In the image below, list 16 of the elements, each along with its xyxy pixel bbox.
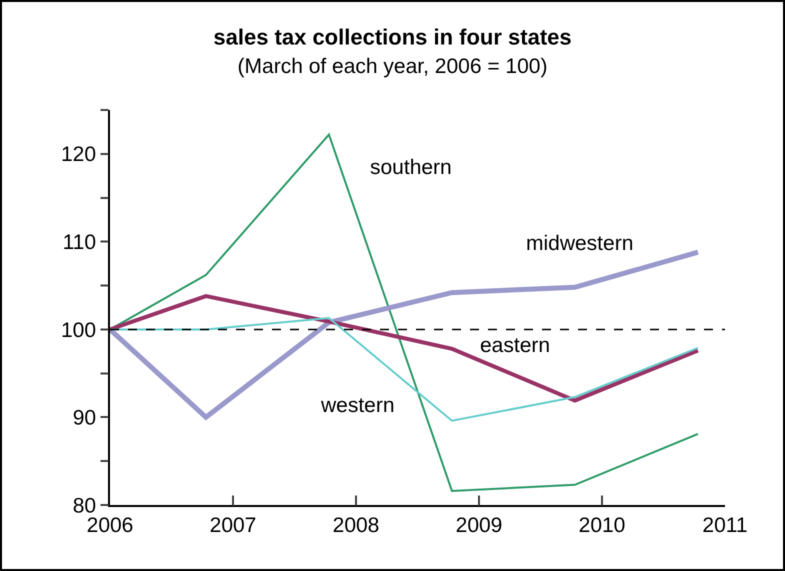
x-tick-label: 2007 [210, 514, 256, 537]
y-tick-label: 90 [72, 406, 96, 430]
y-tick-label: 100 [61, 318, 96, 342]
series-label: midwestern [526, 232, 634, 255]
x-tick-label: 2009 [456, 514, 502, 537]
x-tick-label: 2011 [702, 514, 748, 537]
chart-title: sales tax collections in four states [213, 24, 572, 50]
series-label: southern [370, 156, 452, 179]
series-label: western [320, 394, 395, 417]
y-tick-label: 110 [62, 231, 96, 254]
y-tick-label: 120 [61, 143, 96, 166]
x-tick-label: 2010 [578, 514, 626, 537]
x-tick-label: 2008 [332, 514, 380, 537]
chart-subtitle: (March of each year, 2006 = 100) [238, 55, 548, 78]
series-label: eastern [480, 334, 550, 357]
line-series [110, 317, 699, 422]
